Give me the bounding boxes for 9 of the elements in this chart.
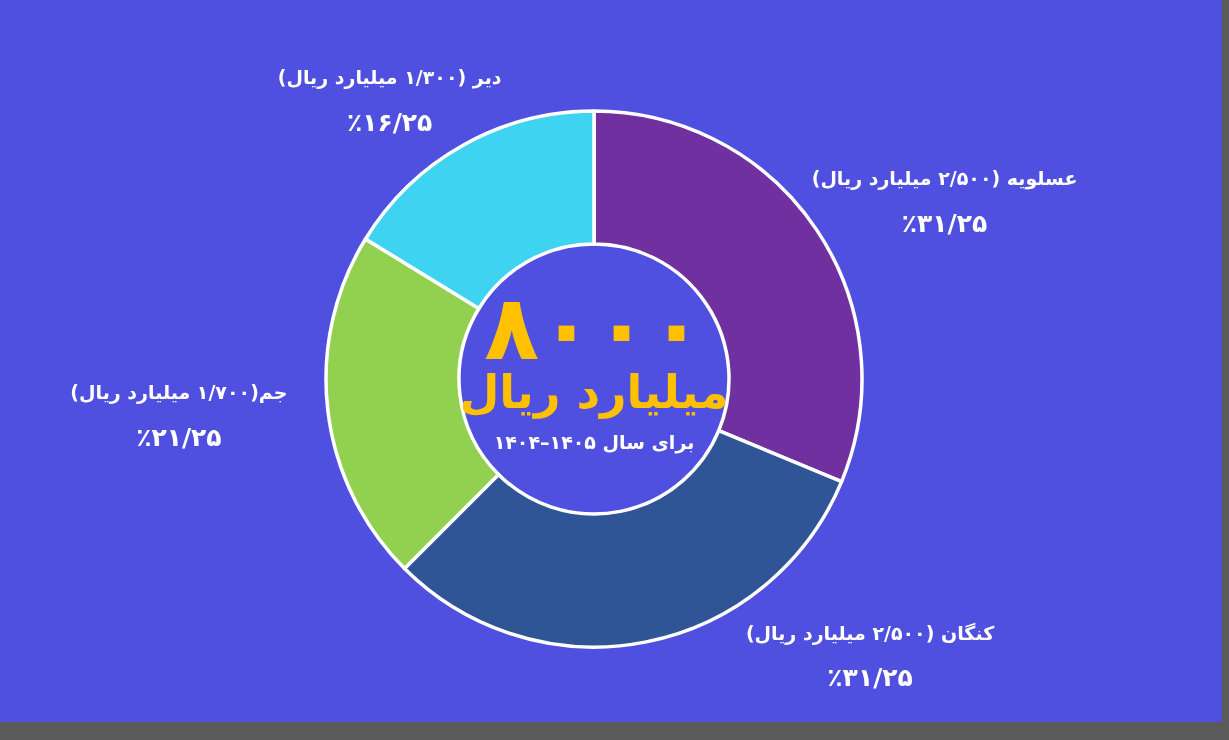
slice-label: دیر (۱/۳۰۰ میلیارد ریال) [277, 66, 502, 90]
slice-label: جم(۱/۷۰۰ میلیارد ریال) [70, 381, 288, 405]
text: برای سال ۱۴۰۵–۱۴۰۴ [493, 431, 695, 454]
data-label: ٪۱۶/۲۵ [346, 107, 433, 137]
data-label: ٪۲۱/۲۵ [136, 422, 222, 452]
data-label: ٪۳۱/۲۵ [901, 208, 988, 238]
slice-label: عسلویه (۲/۵۰۰ میلیارد ریال) [811, 167, 1078, 191]
slice-label: کنگان (۲/۵۰۰ میلیارد ریال) [745, 621, 996, 645]
data-label: ٪۳۱/۲۵ [827, 663, 913, 692]
